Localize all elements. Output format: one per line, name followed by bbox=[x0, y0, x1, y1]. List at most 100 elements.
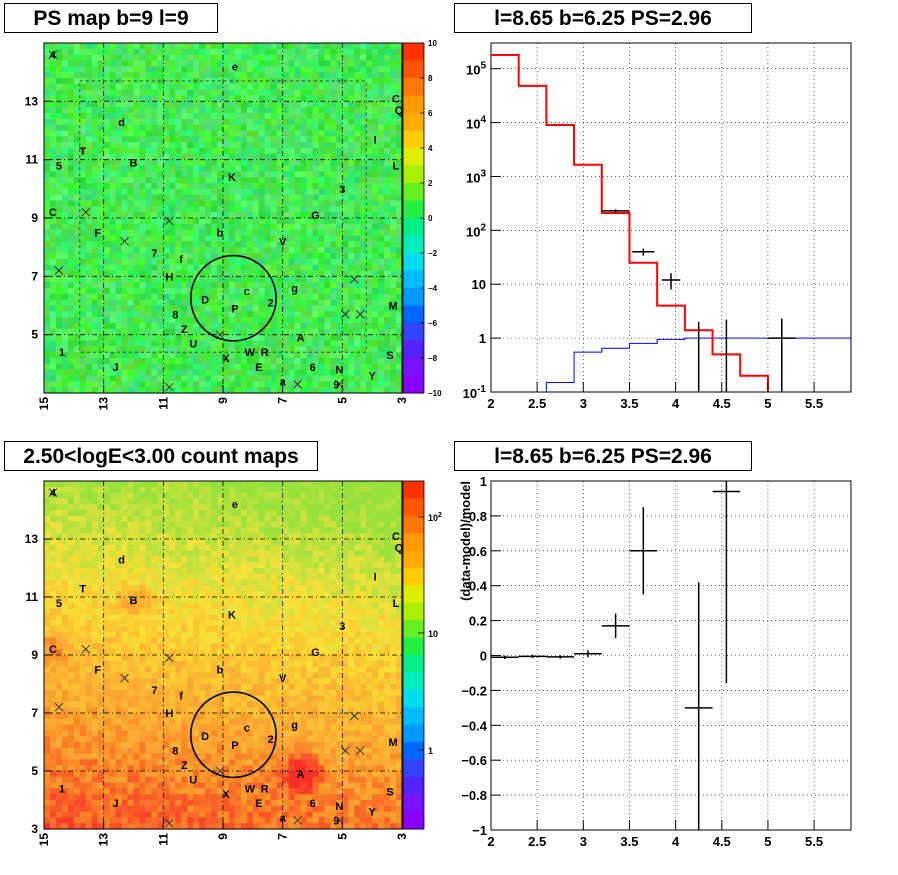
map-bottom-colorbar-band bbox=[403, 602, 424, 621]
map-top-colorbar-band bbox=[403, 288, 424, 306]
map-bottom-source-label: P bbox=[231, 740, 238, 752]
map-top-source-label: c bbox=[244, 286, 250, 298]
spectrum-top-ytick-label: 105 bbox=[466, 61, 486, 78]
map-bottom-colorbar-band bbox=[403, 481, 424, 499]
map-top-source-label: G bbox=[311, 210, 320, 222]
map-bottom-pixels bbox=[44, 481, 403, 830]
map-top-source-label: P bbox=[231, 303, 238, 315]
spectrum-top-ytick-label: 103 bbox=[466, 168, 486, 185]
map-bottom-cross-marker bbox=[355, 746, 365, 756]
map-bottom-target-circle bbox=[189, 691, 277, 779]
map-top-colorbar-band bbox=[403, 95, 424, 114]
map-top-cross-marker bbox=[120, 236, 129, 246]
map-bottom-cross-marker bbox=[349, 711, 359, 721]
spectrum-bottom-ytick-label: −0.2 bbox=[461, 683, 487, 698]
map-bottom-colorbar-band bbox=[403, 672, 424, 691]
map-bottom-colorbar-band bbox=[403, 550, 424, 569]
map-bottom-source-label: 6 bbox=[309, 798, 315, 810]
map-top-colorbar-band bbox=[403, 270, 424, 289]
spectrum-bottom-ytick-label: 0.4 bbox=[469, 579, 488, 594]
map-top-source-label: a bbox=[280, 376, 287, 388]
map-bottom-xtick-label: 11 bbox=[156, 833, 170, 846]
map-top-source-label: D bbox=[201, 295, 209, 307]
map-top-source-label: C bbox=[392, 93, 400, 105]
map-top-source-label: 6 bbox=[309, 362, 315, 374]
map-bottom-source-label: a bbox=[280, 812, 287, 824]
map-top-source-label: R bbox=[261, 347, 269, 359]
map-top-source-label: Z bbox=[181, 324, 188, 336]
map-top-cross-marker bbox=[340, 309, 350, 319]
map-top-source-label: U bbox=[189, 338, 197, 350]
map-bottom-ytick-label: 7 bbox=[31, 706, 38, 720]
map-top-colorbar-band bbox=[403, 358, 424, 376]
map-bottom-source-label: c bbox=[244, 723, 250, 735]
map-top-colorbar-label: −2 bbox=[428, 249, 438, 258]
map-top-source-label: e bbox=[232, 61, 238, 73]
spectrum-bottom-ytick-label: −0.6 bbox=[461, 753, 487, 768]
map-bottom-source-label: f bbox=[179, 691, 183, 703]
map-bottom-colorbar-band bbox=[403, 568, 424, 586]
spectrum-top-xtick-label: 3.5 bbox=[620, 396, 638, 411]
map-top-source-label: g bbox=[291, 283, 298, 295]
map-bottom-colorbar-band bbox=[403, 742, 424, 760]
map-top-colorbar-band bbox=[403, 253, 424, 271]
map-top-target-circle bbox=[189, 254, 277, 342]
map-top-colorbar-band bbox=[403, 200, 424, 219]
map-top-source-label: X bbox=[222, 353, 230, 365]
map-top-source-label: F bbox=[94, 228, 101, 240]
map-top-colorbar-band bbox=[403, 340, 424, 359]
map-bottom-source-label: e bbox=[232, 499, 238, 511]
map-bottom-source-label: 8 bbox=[172, 746, 178, 758]
map-bottom-colorbar-band bbox=[403, 759, 424, 778]
map-bottom-source-label: G bbox=[311, 647, 320, 659]
map-top-xtick-label: 9 bbox=[216, 397, 230, 404]
spectrum-bottom-ytick-label: 0 bbox=[480, 649, 487, 664]
map-bottom-ytick-label: 11 bbox=[25, 590, 38, 604]
map-bottom-source-label: Z bbox=[181, 760, 188, 772]
map-top-colorbar-label: 10 bbox=[428, 39, 437, 48]
spectrum-top-xtick-label: 5.5 bbox=[805, 396, 823, 411]
map-top-source-label: A bbox=[297, 333, 305, 345]
map-top-source-label: K bbox=[228, 172, 236, 184]
map-top-cross-marker bbox=[349, 274, 359, 284]
spectrum-bottom-xtick-label: 5.5 bbox=[805, 834, 823, 849]
map-bottom-xtick-label: 7 bbox=[276, 833, 290, 840]
map-bottom-source-label: U bbox=[189, 775, 197, 787]
map-top-ytick-label: 11 bbox=[25, 153, 38, 167]
map-top-colorbar-band bbox=[403, 78, 424, 96]
map-bottom-source-label: g bbox=[291, 720, 298, 732]
map-bottom-ytick-label: 9 bbox=[31, 648, 38, 662]
map-top-cross-marker bbox=[164, 216, 174, 226]
map-bottom-source-label: 7 bbox=[151, 685, 157, 697]
map-top-colorbar-band bbox=[403, 305, 424, 324]
map-top-source-label: 8 bbox=[172, 309, 178, 321]
map-top-source-label: S bbox=[386, 350, 393, 362]
spectrum-bottom-ylabel: (data-model)/model bbox=[458, 481, 473, 601]
map-bottom-source-label: b bbox=[217, 665, 224, 677]
spectrum-bottom-ytick-label: 0.6 bbox=[469, 544, 487, 559]
map-top-colorbar-band bbox=[403, 43, 424, 61]
map-bottom-colorbar-band bbox=[403, 585, 424, 604]
map-top-source-label: T bbox=[79, 146, 86, 158]
map-top-ytick-label: 9 bbox=[31, 211, 38, 225]
spectrum-bottom-ytick-label: 0.8 bbox=[469, 509, 487, 524]
map-top-source-label: M bbox=[388, 301, 397, 313]
map-bottom-colorbar-band bbox=[403, 689, 424, 708]
map-top-source-label: 9 bbox=[333, 379, 339, 391]
map-top-source-label: f bbox=[179, 254, 183, 266]
map-top-xtick-label: 11 bbox=[156, 397, 170, 410]
map-bottom-source-label: L bbox=[393, 598, 400, 610]
map-bottom-source-label: Q bbox=[395, 543, 404, 555]
map-top-source-label: J bbox=[113, 362, 119, 374]
map-top-colorbar-band bbox=[403, 148, 424, 166]
spectrum-top-xtick-label: 3 bbox=[580, 396, 587, 411]
map-top-colorbar-band bbox=[403, 165, 424, 184]
spectrum-top-xtick-label: 4 bbox=[672, 396, 680, 411]
map-top-source-label: I bbox=[374, 134, 377, 146]
map-top-source-label: Y bbox=[368, 371, 376, 383]
map-bottom-cross-marker bbox=[54, 702, 64, 712]
map-top-colorbar-band bbox=[403, 183, 424, 201]
map-bottom-source-label: B bbox=[130, 595, 138, 607]
map-top-colorbar-label: 4 bbox=[428, 144, 433, 153]
spectrum-top-ytick-label: 10 bbox=[472, 277, 486, 292]
